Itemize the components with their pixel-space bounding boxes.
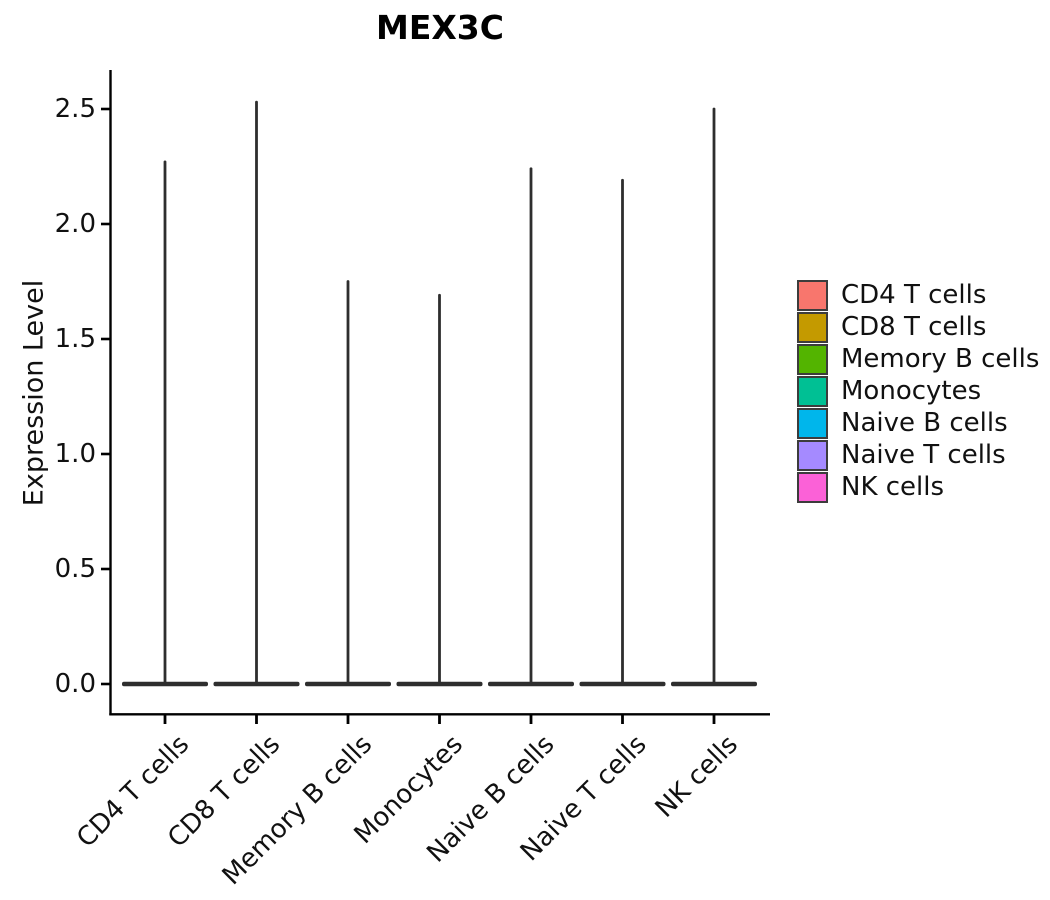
y-tick-label: 1.5 [54,324,96,354]
violin [213,100,300,687]
violin [396,293,483,687]
y-tick-label: 2.0 [54,209,96,239]
legend-label: Naive T cells [841,440,1006,470]
violin [305,280,391,687]
y-tick-label: 0.0 [54,669,96,699]
legend-swatch [797,311,828,343]
violin [488,167,574,687]
y-tick-label: 1.0 [54,439,96,469]
legend-item: Naive T cells [797,439,1039,471]
legend-label: CD4 T cells [841,280,987,310]
legend-swatch [797,407,828,439]
legend-swatch [797,471,828,503]
legend: CD4 T cells CD8 T cells Memory B cells Mono… [797,279,1039,503]
legend-label: CD8 T cells [841,312,987,342]
legend-swatch [797,375,828,407]
legend-swatch [797,343,828,375]
chart-title: MEX3C [375,8,504,47]
legend-label: Naive B cells [841,408,1008,438]
legend-item: Naive B cells [797,407,1039,439]
legend-swatch [797,279,828,311]
legend-swatch [797,439,828,471]
y-tick-label: 2.5 [54,94,96,124]
violin [579,178,666,687]
legend-item: CD4 T cells [797,279,1039,311]
legend-item: Monocytes [797,375,1039,407]
legend-label: Monocytes [841,376,982,406]
y-tick-label: 0.5 [54,554,96,584]
legend-item: Memory B cells [797,343,1039,375]
legend-item: NK cells [797,471,1039,503]
legend-item: CD8 T cells [797,311,1039,343]
violin [122,160,208,687]
legend-label: NK cells [841,472,945,502]
violin [671,107,757,687]
legend-label: Memory B cells [841,344,1040,374]
